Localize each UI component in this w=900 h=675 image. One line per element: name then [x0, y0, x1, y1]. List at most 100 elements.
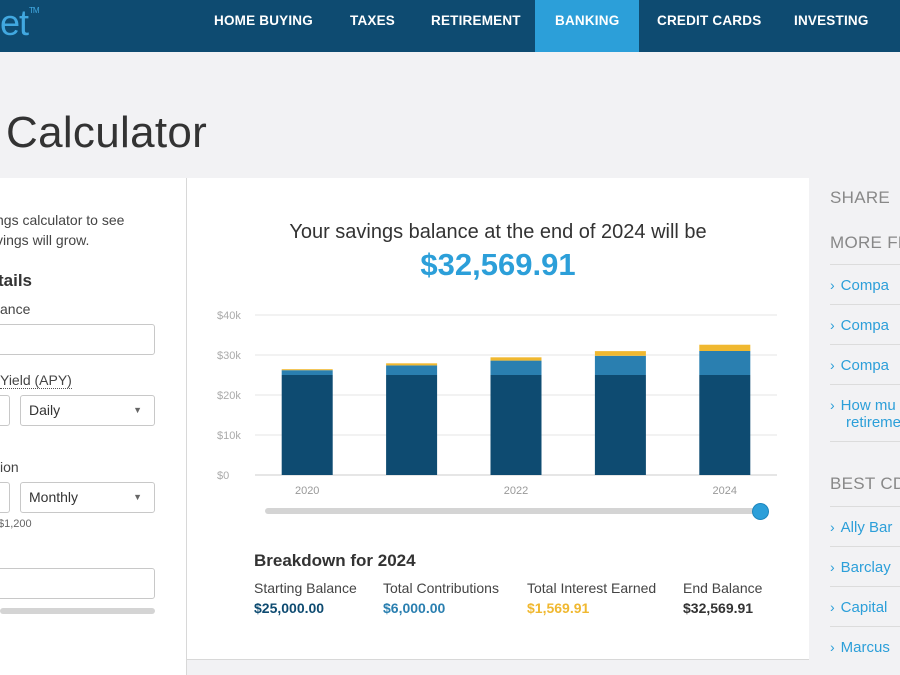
chevron-right-icon: › — [830, 519, 835, 535]
bar-segment — [594, 351, 646, 356]
intro-line-2: vings will grow. — [0, 232, 90, 248]
chevron-right-icon: › — [830, 639, 835, 655]
bar-segment — [699, 344, 751, 351]
breakdown-label: Total Contributions — [383, 580, 499, 596]
related-link[interactable]: › Compa — [830, 264, 900, 304]
best-cd-link-text: Capital — [840, 599, 888, 616]
related-link[interactable]: › How mu retireme — [830, 384, 900, 441]
breakdown-total-interest: Total Interest Earned $1,569.91 — [527, 580, 656, 616]
result-end-balance: $32,569.91 — [420, 247, 576, 282]
best-cd-link[interactable]: › Capital — [830, 586, 900, 626]
related-link-text: Compa — [840, 317, 890, 334]
site-logo[interactable]: etTM — [0, 2, 40, 43]
share-heading: SHARE — [830, 188, 891, 207]
results-panel: Your savings balance at the end of 2024 … — [187, 178, 809, 660]
x-tick-label: 2020 — [295, 485, 319, 497]
y-tick-label: $0 — [217, 470, 229, 482]
bar-segment — [699, 351, 751, 375]
breakdown-starting-balance: Starting Balance $25,000.00 — [254, 580, 357, 616]
nav-home-buying[interactable]: HOME BUYING — [214, 13, 313, 28]
chevron-right-icon: › — [830, 559, 835, 575]
bar-segment — [699, 375, 751, 475]
contribution-hint: $1,200 — [0, 518, 32, 530]
breakdown-value: $25,000.00 — [254, 600, 325, 616]
apy-input[interactable] — [0, 395, 10, 426]
breakdown-label: Starting Balance — [254, 580, 357, 596]
bar-segment — [386, 363, 438, 366]
bar-segment — [386, 375, 438, 475]
bar-segment — [594, 375, 646, 475]
top-navigation: etTM HOME BUYING TAXES RETIREMENT BANKIN… — [0, 0, 900, 52]
details-heading: tails — [0, 271, 33, 290]
breakdown-value: $1,569.91 — [527, 600, 590, 616]
nav-retirement[interactable]: RETIREMENT — [431, 13, 521, 28]
list-divider — [830, 441, 900, 442]
chevron-down-icon: ▼ — [133, 492, 142, 502]
nav-taxes[interactable]: TAXES — [350, 13, 396, 28]
breakdown-title: Breakdown for 2024 — [254, 551, 416, 570]
related-link-text: How mu — [840, 397, 896, 414]
related-link[interactable]: › Compa — [830, 344, 900, 384]
best-cd-link[interactable]: › Ally Bar — [830, 506, 900, 546]
best-cd-link-text: Marcus — [840, 639, 890, 656]
bar-segment — [490, 357, 542, 361]
contribution-input[interactable] — [0, 482, 10, 513]
year-slider-thumb[interactable] — [752, 503, 769, 520]
chevron-right-icon: › — [830, 277, 835, 293]
chevron-right-icon: › — [830, 599, 835, 615]
nav-banking[interactable]: BANKING — [535, 0, 640, 52]
savings-bar-chart: $0 $10k $20k $30k $40k 2020 2022 2024 — [217, 310, 777, 497]
y-tick-label: $30k — [217, 350, 241, 362]
nav-investing[interactable]: INVESTING — [794, 13, 869, 28]
y-tick-label: $40k — [217, 310, 241, 322]
intro-line-1: ngs calculator to see — [0, 212, 125, 228]
bar-segment — [281, 369, 333, 371]
contribution-frequency-select[interactable]: Monthly ▼ — [20, 482, 155, 513]
breakdown-label: End Balance — [683, 580, 763, 596]
breakdown-value: $6,000.00 — [383, 600, 446, 616]
compounding-value: Daily — [29, 402, 61, 418]
related-link-text: Compa — [840, 357, 890, 374]
logo-text: et — [0, 2, 29, 43]
best-cd-list: › Ally Bar › Barclay › Capital › Marcus — [830, 506, 900, 666]
bar-segment — [281, 375, 333, 475]
chevron-right-icon: › — [830, 357, 835, 373]
bar-segment — [490, 360, 542, 375]
breakdown-value: $32,569.91 — [683, 600, 754, 616]
compounding-select[interactable]: Daily ▼ — [20, 395, 155, 426]
initial-balance-label: ance — [0, 301, 31, 317]
bar-segment — [281, 370, 333, 375]
years-slider[interactable] — [0, 608, 155, 614]
breakdown-end-balance: End Balance $32,569.91 — [683, 580, 762, 616]
breakdown-label: Total Interest Earned — [527, 580, 657, 596]
initial-balance-input[interactable] — [0, 324, 155, 355]
y-tick-label: $10k — [217, 430, 241, 442]
more-from-heading: MORE FR — [830, 233, 900, 252]
breakdown-total-contributions: Total Contributions $6,000.00 — [383, 580, 499, 616]
contribution-label: ion — [0, 459, 19, 475]
related-link[interactable]: › Compa — [830, 304, 900, 344]
nav-credit-cards[interactable]: CREDIT CARDS — [657, 13, 762, 28]
best-cd-link[interactable]: › Marcus — [830, 626, 900, 666]
page-title: Calculator — [6, 108, 208, 157]
chevron-right-icon: › — [830, 397, 835, 413]
bar-segment — [594, 355, 646, 375]
bar-segment — [490, 375, 542, 475]
contribution-frequency-value: Monthly — [29, 489, 79, 505]
year-slider-track[interactable] — [265, 508, 761, 514]
apy-label[interactable]: Yield (APY) — [0, 372, 72, 389]
bar-segment — [386, 365, 438, 375]
years-input[interactable] — [0, 568, 155, 599]
related-link-text: Compa — [840, 277, 890, 294]
y-tick-label: $20k — [217, 390, 241, 402]
best-cd-link[interactable]: › Barclay — [830, 546, 900, 586]
intro-text: ngs calculator to see vings will grow. — [0, 210, 124, 250]
related-link-text-line2: retireme — [846, 414, 900, 431]
chevron-right-icon: › — [830, 317, 835, 333]
calculator-inputs-panel: ngs calculator to see vings will grow. t… — [0, 178, 187, 675]
best-cd-heading: BEST CD — [830, 474, 900, 493]
x-tick-label: 2022 — [504, 485, 528, 497]
best-cd-link-text: Barclay — [840, 559, 891, 576]
more-from-list: › Compa › Compa › Compa › How mu retireme — [830, 264, 900, 442]
best-cd-link-text: Ally Bar — [840, 519, 893, 536]
